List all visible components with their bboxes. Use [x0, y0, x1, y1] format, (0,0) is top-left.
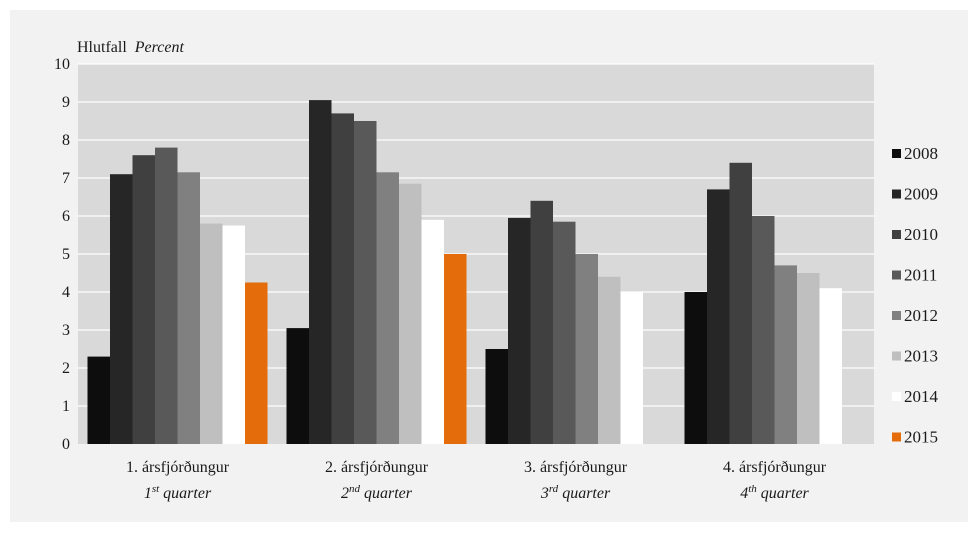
bar-2009-q2 — [309, 100, 332, 444]
bar-2013-q4 — [797, 273, 820, 444]
bar-chart: Hlutfall Percent 0 1 2 3 4 5 6 7 8 9 10 1. ársfjórðu… — [54, 39, 939, 502]
y-tick-label: 10 — [54, 56, 70, 73]
legend-label-2014: 2014 — [904, 387, 939, 406]
y-tick-label: 2 — [62, 360, 70, 377]
y-tick-label: 0 — [62, 436, 70, 453]
bar-2012-q2 — [376, 172, 399, 445]
bar-2010-q1 — [132, 155, 155, 444]
bar-2008-q2 — [286, 328, 309, 444]
bar-2013-q1 — [200, 223, 223, 444]
legend-swatch-2010 — [892, 230, 901, 239]
bar-2013-q3 — [598, 276, 621, 444]
bar-2011-q2 — [354, 121, 377, 444]
bar-2010-q3 — [530, 200, 553, 444]
x-category-label: 1. ársfjórðungur — [126, 459, 230, 476]
bar-2015-q1 — [245, 282, 268, 444]
legend-swatch-2011 — [892, 270, 901, 280]
y-tick-label: 6 — [62, 208, 70, 225]
legend-label-2013: 2013 — [904, 347, 938, 366]
legend-swatch-2009 — [892, 189, 901, 199]
y-tick-label: 1 — [62, 398, 70, 415]
bar-2009-q1 — [110, 174, 133, 444]
bar-2012-q1 — [177, 172, 200, 445]
y-tick-label: 8 — [62, 132, 70, 149]
bar-2008-q3 — [485, 349, 508, 444]
legend-label-2012: 2012 — [904, 306, 938, 325]
x-category-label: 4. ársfjórðungur — [723, 459, 827, 476]
x-category-label: 3. ársfjórðungur — [524, 459, 628, 476]
legend-swatch-2008 — [892, 149, 901, 158]
legend-label-2008: 2008 — [904, 144, 938, 163]
legend-swatch-2013 — [892, 351, 901, 361]
legend-label-2015: 2015 — [904, 428, 938, 447]
bar-2014-q3 — [620, 292, 643, 444]
legend-label-2009: 2009 — [904, 185, 938, 204]
y-axis-label: Hlutfall Percent — [77, 39, 184, 56]
bar-2012-q4 — [774, 265, 797, 444]
legend: 2008 2009 2010 2011 2012 2013 2014 2015 — [892, 144, 939, 447]
bar-2009-q4 — [707, 189, 730, 444]
bar-2015-q2 — [444, 254, 467, 444]
x-category-label: 2. ársfjórðungur — [325, 459, 429, 476]
plot-area: 0 1 2 3 4 5 6 7 8 9 10 1. ársfjórðungur 1st quarter 2… — [54, 56, 874, 502]
bar-2010-q2 — [331, 113, 354, 445]
legend-swatch-2015 — [892, 432, 901, 442]
y-tick-label: 4 — [62, 284, 70, 301]
bar-2011-q1 — [155, 147, 178, 444]
bar-2014-q2 — [421, 219, 444, 444]
bar-2008-q1 — [87, 356, 110, 444]
y-tick-label: 9 — [62, 94, 70, 111]
bar-2011-q4 — [752, 216, 775, 444]
x-category-sublabel: 2nd quarter — [341, 483, 413, 502]
legend-label-2010: 2010 — [904, 225, 938, 244]
bar-2014-q1 — [222, 225, 245, 444]
x-category-sublabel: 3rd quarter — [540, 483, 611, 502]
y-tick-label: 3 — [62, 322, 70, 339]
bar-2009-q3 — [508, 217, 531, 444]
bar-2011-q3 — [553, 221, 576, 444]
chart-frame: Hlutfall Percent 0 1 2 3 4 5 6 7 8 9 10 1. ársfjórðu… — [10, 10, 968, 522]
y-tick-label: 5 — [62, 246, 70, 263]
bar-2008-q4 — [684, 292, 707, 444]
bar-2010-q4 — [729, 162, 752, 445]
y-tick-label: 7 — [62, 170, 70, 187]
legend-swatch-2014 — [892, 392, 901, 401]
x-category-sublabel: 4th quarter — [740, 483, 809, 502]
bar-2012-q3 — [575, 254, 598, 444]
legend-swatch-2012 — [892, 311, 901, 320]
x-category-sublabel: 1st quarter — [144, 483, 212, 502]
bar-2013-q2 — [399, 183, 422, 444]
bar-2014-q4 — [819, 288, 842, 444]
legend-label-2011: 2011 — [904, 266, 937, 285]
